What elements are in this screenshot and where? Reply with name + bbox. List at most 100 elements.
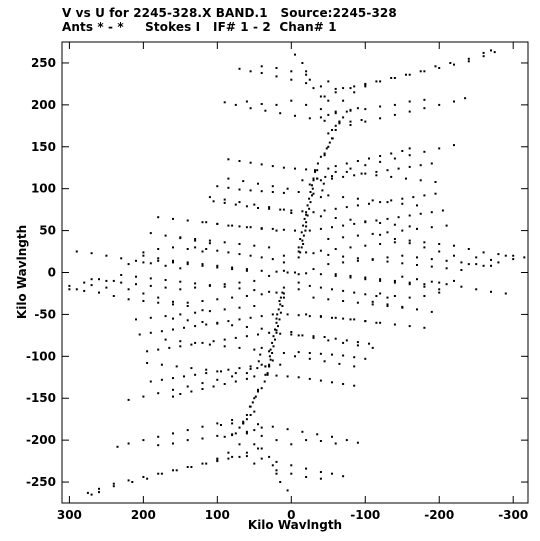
data-point: [238, 443, 241, 446]
data-point: [334, 170, 337, 173]
x-tick-label: -100: [350, 508, 380, 522]
data-point: [423, 107, 426, 110]
data-point: [268, 274, 271, 277]
data-point: [408, 225, 411, 228]
data-point: [282, 286, 285, 289]
data-point: [434, 65, 437, 68]
data-point: [257, 360, 260, 363]
data-point: [438, 67, 441, 69]
data-point: [245, 372, 248, 375]
data-point: [356, 341, 359, 344]
data-point: [142, 395, 145, 398]
data-point: [223, 101, 226, 104]
data-point: [349, 318, 352, 321]
data-point: [172, 217, 174, 220]
data-point: [297, 351, 300, 354]
data-point: [275, 472, 278, 475]
data-point: [142, 300, 145, 302]
data-point: [353, 91, 356, 94]
data-point: [282, 352, 285, 354]
data-point: [294, 271, 296, 274]
data-point: [334, 337, 337, 340]
data-point: [327, 194, 330, 197]
data-point: [208, 284, 211, 287]
data-point: [371, 300, 374, 303]
data-point: [327, 238, 330, 240]
data-point: [194, 286, 197, 289]
data-point: [157, 444, 160, 447]
data-point: [312, 252, 315, 255]
data-point: [305, 221, 308, 224]
data-point: [312, 87, 315, 90]
data-point: [393, 238, 396, 240]
data-point: [234, 336, 237, 339]
data-point: [308, 207, 311, 210]
data-point: [408, 154, 411, 157]
data-point: [264, 365, 267, 368]
data-point: [223, 285, 226, 288]
data-point: [253, 348, 256, 351]
chart-subtitle: Ants * - * Stokes I IF# 1 - 2 Chan# 1: [62, 20, 337, 34]
data-point: [308, 117, 311, 120]
data-point: [408, 110, 411, 113]
data-point: [259, 353, 262, 356]
data-point: [331, 381, 333, 384]
data-point: [98, 491, 100, 494]
data-point: [281, 305, 284, 307]
data-point: [319, 108, 322, 111]
data-point: [216, 266, 219, 269]
data-point: [453, 244, 455, 247]
data-point: [294, 229, 296, 232]
data-point: [216, 264, 219, 267]
data-point: [190, 367, 193, 370]
data-point: [301, 430, 304, 433]
data-point: [401, 262, 404, 265]
data-point: [253, 397, 256, 400]
data-point: [319, 196, 322, 199]
data-point: [393, 103, 396, 106]
data-point: [408, 100, 411, 103]
data-point: [297, 250, 300, 253]
data-point: [160, 330, 163, 333]
data-point: [227, 320, 230, 323]
data-point: [416, 256, 418, 259]
data-point: [327, 145, 330, 148]
data-point: [253, 462, 256, 465]
data-point: [309, 191, 312, 193]
data-point: [260, 327, 263, 330]
data-point: [364, 320, 367, 323]
data-point: [157, 296, 160, 299]
data-point: [319, 249, 322, 252]
data-point: [334, 110, 337, 113]
data-point: [312, 211, 315, 214]
data-point: [323, 209, 326, 212]
data-point: [275, 331, 278, 334]
data-point: [297, 246, 300, 249]
data-point: [201, 388, 204, 390]
data-point: [312, 268, 315, 271]
data-point: [319, 179, 322, 182]
y-tick-label: -250: [26, 475, 56, 489]
data-point: [286, 375, 289, 378]
data-point: [322, 182, 325, 185]
data-point: [430, 310, 433, 313]
data-point: [253, 375, 256, 378]
data-point: [371, 258, 374, 261]
data-point: [319, 379, 322, 382]
data-point: [186, 385, 189, 388]
data-point: [149, 331, 152, 334]
data-point: [327, 339, 330, 342]
data-point: [208, 242, 211, 245]
data-point: [375, 170, 378, 173]
data-point: [423, 246, 426, 249]
data-point: [423, 326, 426, 329]
data-point: [311, 187, 314, 190]
data-point: [201, 309, 204, 312]
data-point: [393, 295, 396, 297]
data-point: [386, 231, 389, 234]
data-point: [368, 342, 370, 345]
data-point: [331, 129, 333, 131]
data-point: [319, 352, 322, 355]
data-point: [282, 191, 285, 194]
data-point: [364, 244, 367, 247]
